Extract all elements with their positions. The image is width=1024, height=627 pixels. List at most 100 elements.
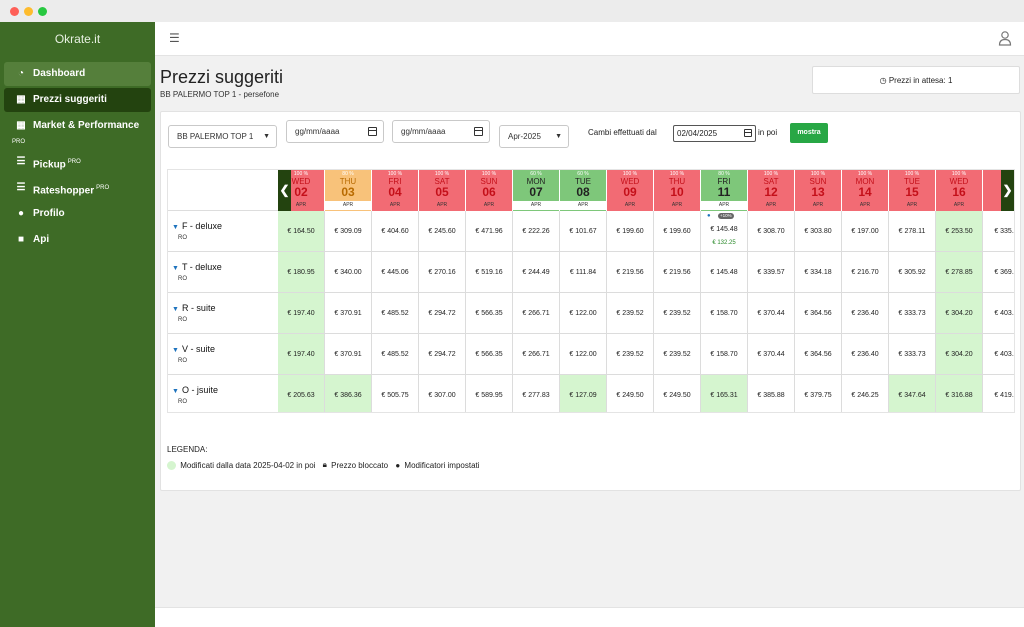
property-select[interactable]: BB PALERMO TOP 1 ▼ bbox=[168, 125, 277, 148]
price-cell[interactable]: € 244.49 bbox=[513, 252, 560, 293]
date-header-13[interactable]: 100 % TUE 15 APR bbox=[889, 170, 936, 211]
minimize-window-button[interactable] bbox=[24, 7, 33, 16]
date-header-11[interactable]: 100 % SUN 13 APR bbox=[795, 170, 842, 211]
price-cell[interactable]: € 236.40 bbox=[842, 293, 889, 334]
price-cell[interactable]: € 219.56 bbox=[654, 252, 701, 293]
price-cell[interactable]: € 164.50 bbox=[278, 211, 325, 252]
price-cell[interactable]: € 404.60 bbox=[372, 211, 419, 252]
price-cell[interactable]: € 385.88 bbox=[748, 375, 795, 412]
price-cell[interactable]: € 364.56 bbox=[795, 293, 842, 334]
price-cell[interactable]: € 386.36 bbox=[325, 375, 372, 412]
price-cell[interactable]: € 277.83 bbox=[513, 375, 560, 412]
price-cell[interactable]: € 519.16 bbox=[466, 252, 513, 293]
close-window-button[interactable] bbox=[10, 7, 19, 16]
date-header-3[interactable]: 100 % SAT 05 APR bbox=[419, 170, 466, 211]
date-from-input[interactable]: gg/mm/aaaa bbox=[286, 120, 384, 143]
price-cell[interactable]: € 370.44 bbox=[748, 293, 795, 334]
room-row-label[interactable]: ▼ T - deluxe RO bbox=[168, 252, 278, 293]
price-cell[interactable]: € 304.20 bbox=[936, 293, 983, 334]
next-dates-button[interactable]: ❯ bbox=[1001, 170, 1014, 211]
price-cell[interactable]: ● +10% € 145.48 € 132.25 bbox=[701, 211, 748, 252]
sidebar-item-market-performance[interactable]: ▦ Market & Performance PRO bbox=[4, 114, 151, 148]
price-cell[interactable]: € 333.73 bbox=[889, 334, 936, 375]
date-to-input[interactable]: gg/mm/aaaa bbox=[392, 120, 490, 143]
date-header-7[interactable]: 100 % WED 09 APR bbox=[607, 170, 654, 211]
caret-down-icon[interactable]: ▼ bbox=[172, 347, 179, 354]
date-header-2[interactable]: 100 % FRI 04 APR bbox=[372, 170, 419, 211]
price-cell[interactable]: € 197.40 bbox=[278, 293, 325, 334]
price-cell[interactable]: € 216.70 bbox=[842, 252, 889, 293]
price-cell[interactable]: € 278.11 bbox=[889, 211, 936, 252]
price-cell[interactable]: € 197.40 bbox=[278, 334, 325, 375]
room-name[interactable]: ▼ V - suite bbox=[172, 344, 215, 354]
caret-down-icon[interactable]: ▼ bbox=[172, 265, 179, 272]
price-cell[interactable]: € 369.5 bbox=[983, 252, 1014, 293]
price-cell[interactable]: € 239.52 bbox=[607, 334, 654, 375]
caret-down-icon[interactable]: ▼ bbox=[172, 306, 179, 313]
date-header-14[interactable]: 100 % WED 16 APR bbox=[936, 170, 983, 211]
price-cell[interactable]: € 236.40 bbox=[842, 334, 889, 375]
calendar-icon[interactable] bbox=[744, 129, 752, 137]
price-cell[interactable]: € 294.72 bbox=[419, 293, 466, 334]
price-cell[interactable]: € 505.75 bbox=[372, 375, 419, 412]
price-cell[interactable]: € 334.18 bbox=[795, 252, 842, 293]
price-cell[interactable]: € 180.95 bbox=[278, 252, 325, 293]
price-cell[interactable]: € 158.70 bbox=[701, 293, 748, 334]
price-cell[interactable]: € 445.06 bbox=[372, 252, 419, 293]
date-header-10[interactable]: 100 % SAT 12 APR bbox=[748, 170, 795, 211]
price-cell[interactable]: € 333.73 bbox=[889, 293, 936, 334]
price-cell[interactable]: € 304.20 bbox=[936, 334, 983, 375]
price-cell[interactable]: € 278.85 bbox=[936, 252, 983, 293]
changes-date-input[interactable]: 02/04/2025 bbox=[673, 125, 756, 142]
price-cell[interactable]: € 308.70 bbox=[748, 211, 795, 252]
price-cell[interactable]: € 307.00 bbox=[419, 375, 466, 412]
price-cell[interactable]: € 303.80 bbox=[795, 211, 842, 252]
price-cell[interactable]: € 246.25 bbox=[842, 375, 889, 412]
date-header-5[interactable]: 60 % MON 07 APR bbox=[513, 170, 560, 211]
price-cell[interactable]: € 165.31 bbox=[701, 375, 748, 412]
price-cell[interactable]: € 158.70 bbox=[701, 334, 748, 375]
calendar-icon[interactable] bbox=[368, 127, 377, 136]
price-cell[interactable]: € 266.71 bbox=[513, 293, 560, 334]
room-row-label[interactable]: ▼ R - suite RO bbox=[168, 293, 278, 334]
price-cell[interactable]: € 370.44 bbox=[748, 334, 795, 375]
sidebar-item-pickup[interactable]: ☰ Pickup PRO bbox=[4, 150, 151, 174]
sidebar-item-dashboard[interactable]: ◔ Dashboard bbox=[4, 62, 151, 86]
price-cell[interactable]: € 253.50 bbox=[936, 211, 983, 252]
price-cell[interactable]: € 270.16 bbox=[419, 252, 466, 293]
sidebar-item-api[interactable]: ■ Api bbox=[4, 228, 151, 252]
room-name[interactable]: ▼ F - deluxe bbox=[172, 221, 222, 231]
price-cell[interactable]: € 370.91 bbox=[325, 293, 372, 334]
price-cell[interactable]: € 219.56 bbox=[607, 252, 654, 293]
show-button[interactable]: mostra bbox=[790, 123, 828, 143]
caret-down-icon[interactable]: ▼ bbox=[172, 224, 179, 231]
price-cell[interactable]: € 239.52 bbox=[654, 293, 701, 334]
date-header-9[interactable]: 80 % FRI 11 APR bbox=[701, 170, 748, 211]
room-row-label[interactable]: ▼ O - jsuite RO bbox=[168, 375, 278, 412]
price-cell[interactable]: € 485.52 bbox=[372, 293, 419, 334]
date-header-8[interactable]: 100 % THU 10 APR bbox=[654, 170, 701, 211]
date-header-6[interactable]: 60 % TUE 08 APR bbox=[560, 170, 607, 211]
price-cell[interactable]: € 403.1 bbox=[983, 334, 1014, 375]
price-cell[interactable]: € 197.00 bbox=[842, 211, 889, 252]
room-name[interactable]: ▼ T - deluxe bbox=[172, 262, 222, 272]
user-account-icon[interactable] bbox=[998, 30, 1012, 46]
price-cell[interactable]: € 379.75 bbox=[795, 375, 842, 412]
price-cell[interactable]: € 249.50 bbox=[607, 375, 654, 412]
price-cell[interactable]: € 122.00 bbox=[560, 293, 607, 334]
sidebar-item-rateshopper[interactable]: ☰ Rateshopper PRO bbox=[4, 176, 151, 200]
price-cell[interactable]: € 145.48 bbox=[701, 252, 748, 293]
price-cell[interactable]: € 335.9 bbox=[983, 211, 1014, 252]
price-cell[interactable]: € 419.9 bbox=[983, 375, 1014, 412]
price-cell[interactable]: € 309.09 bbox=[325, 211, 372, 252]
caret-down-icon[interactable]: ▼ bbox=[172, 388, 179, 395]
room-name[interactable]: ▼ R - suite bbox=[172, 303, 215, 313]
price-cell[interactable]: € 199.60 bbox=[607, 211, 654, 252]
pending-prices-box[interactable]: ◷ Prezzi in attesa: 1 bbox=[812, 66, 1020, 94]
price-cell[interactable]: € 316.88 bbox=[936, 375, 983, 412]
price-cell[interactable]: € 294.72 bbox=[419, 334, 466, 375]
price-cell[interactable]: € 339.57 bbox=[748, 252, 795, 293]
price-cell[interactable]: € 222.26 bbox=[513, 211, 560, 252]
price-cell[interactable]: € 370.91 bbox=[325, 334, 372, 375]
calendar-icon[interactable] bbox=[474, 127, 483, 136]
